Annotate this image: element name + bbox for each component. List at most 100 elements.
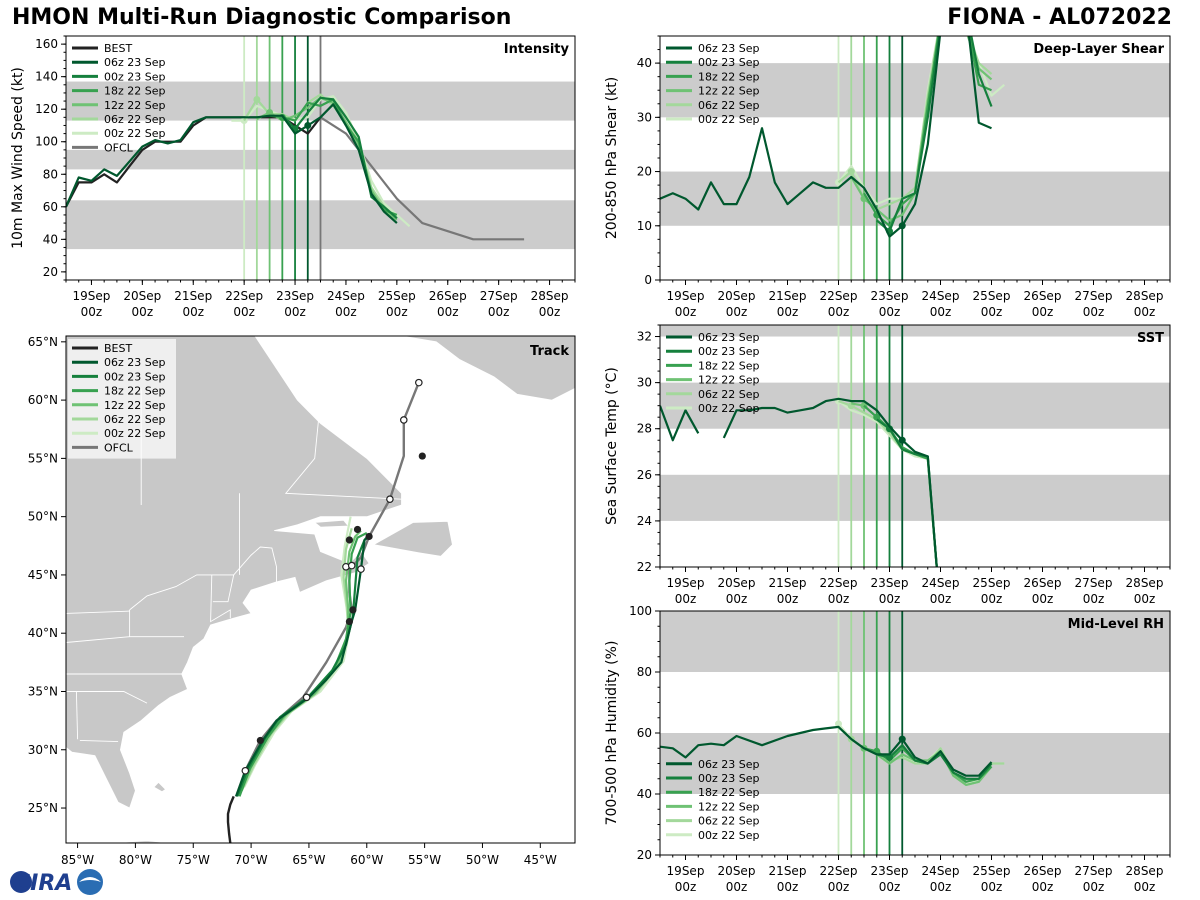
intensity-x-tick-day: 24Sep [327, 289, 365, 303]
sst-x-tick-day: 24Sep [922, 576, 960, 590]
storm-title: FIONA - AL072022 [947, 5, 1172, 30]
shear-x-tick-hour: 00z [879, 305, 901, 319]
panel-intensity: 20 40 60 80 100 120 140 160 19Sep 00z 20Sep 00z 21Se… [10, 35, 576, 319]
intensity-y-tick-label: 140 [35, 70, 58, 84]
sst-y-axis-label: Sea Surface Temp (°C) [604, 367, 620, 525]
intensity-x-tick-day: 27Sep [480, 289, 518, 303]
sst-x-tick-day: 23Sep [871, 576, 909, 590]
rh-init-point [898, 735, 906, 743]
intensity-y-axis-label: 10m Max Wind Speed (kt) [10, 67, 26, 249]
land [372, 520, 453, 557]
rh-y-tick-label: 80 [637, 665, 652, 679]
sst-x-tick-hour: 00z [981, 592, 1003, 606]
shear-x-tick-hour: 00z [930, 305, 952, 319]
boundary-line [79, 739, 119, 743]
intensity-x-tick-day: 21Sep [174, 289, 212, 303]
rh-legend-label: 06z 23 Sep [698, 758, 760, 771]
track-y-tick-label: 65°N [28, 335, 58, 349]
intensity-x-tick-hour: 00z [437, 305, 459, 319]
rh-plot-area [660, 611, 1170, 855]
intensity-y-tick-label: 20 [43, 265, 58, 279]
sst-y-tick-label: 22 [637, 560, 652, 574]
page-title: HMON Multi-Run Diagnostic Comparison [12, 5, 512, 30]
shear-x-tick-hour: 00z [1083, 305, 1105, 319]
rh-x-tick-day: 22Sep [820, 864, 858, 878]
shear-x-tick-day: 20Sep [718, 289, 756, 303]
track-y-tick-label: 40°N [28, 626, 58, 640]
rh-x-tick-hour: 00z [930, 880, 952, 894]
track-open-point [347, 561, 356, 570]
intensity-x-tick-hour: 00z [284, 305, 306, 319]
rh-y-tick-label: 60 [637, 726, 652, 740]
track-legend-label: 00z 22 Sep [104, 427, 166, 440]
rh-panel-title: Mid-Level RH [1068, 617, 1164, 632]
sst-y-tick-label: 24 [637, 514, 652, 528]
sst-x-tick-hour: 00z [726, 592, 748, 606]
rh-shaded-band [660, 611, 1170, 672]
land [112, 840, 171, 843]
track-legend-label: 06z 23 Sep [104, 356, 166, 369]
boundary-line [66, 610, 130, 614]
intensity-legend-label: 00z 23 Sep [104, 70, 166, 83]
sst-series-06z-23-sep [660, 405, 700, 442]
sst-x-tick-hour: 00z [930, 592, 952, 606]
intensity-legend-label: 12z 22 Sep [104, 99, 166, 112]
intensity-x-tick-hour: 00z [81, 305, 103, 319]
intensity-x-tick-hour: 00z [539, 305, 561, 319]
intensity-init-point [304, 121, 312, 129]
sst-y-tick-label: 30 [637, 376, 652, 390]
rh-x-tick-hour: 00z [1083, 880, 1105, 894]
track-ofcl-point [302, 693, 311, 702]
sst-x-tick-day: 26Sep [1024, 576, 1062, 590]
boundary-line [210, 574, 231, 623]
cira-logo: CIRA [10, 869, 103, 896]
track-best-point [353, 525, 362, 534]
track-legend-label: OFCL [104, 441, 134, 454]
boundary-line [284, 400, 402, 500]
track-panel-title: Track [530, 344, 569, 359]
sst-x-tick-hour: 00z [777, 592, 799, 606]
track-y-tick-label: 60°N [28, 393, 58, 407]
rh-x-tick-day: 25Sep [973, 864, 1011, 878]
track-x-tick-label: 50°W [466, 853, 499, 867]
track-x-tick-label: 80°W [119, 853, 152, 867]
rh-init-point [835, 720, 842, 728]
cira-logo-text: CIRA [14, 871, 72, 896]
track-best-point [418, 452, 426, 460]
sst-shaded-band [660, 325, 1170, 337]
shear-y-axis-label: 200-850 hPa Shear (kt) [604, 77, 620, 239]
intensity-legend-label: OFCL [104, 141, 134, 154]
track-x-tick-label: 85°W [61, 853, 94, 867]
track-best-point [349, 606, 357, 614]
boundary-line [212, 574, 235, 603]
noaa-logo-bird [79, 877, 101, 882]
track-series-06z-23-sep [235, 535, 370, 797]
intensity-ofcl-line [319, 116, 525, 241]
intensity-y-tick-label: 60 [43, 200, 58, 214]
rh-y-tick-label: 100 [629, 604, 652, 618]
track-best-point [345, 536, 354, 544]
intensity-x-tick-day: 26Sep [429, 289, 467, 303]
track-y-tick-label: 25°N [28, 801, 58, 815]
sst-y-tick-label: 26 [637, 468, 652, 482]
intensity-x-tick-hour: 00z [386, 305, 408, 319]
rh-legend-label: 00z 22 Sep [698, 829, 760, 842]
shear-y-tick-label: 20 [637, 165, 652, 179]
land [399, 336, 575, 401]
track-best-line [226, 795, 235, 843]
shear-shaded-band [660, 63, 1170, 118]
sst-panel-title: SST [1137, 331, 1164, 346]
track-map-area [66, 336, 575, 843]
track-x-tick-label: 45°W [524, 853, 557, 867]
shear-x-tick-hour: 00z [981, 305, 1003, 319]
boundary-line [75, 691, 95, 740]
rh-legend-label: 06z 22 Sep [698, 815, 760, 828]
track-x-tick-label: 70°W [235, 853, 268, 867]
shear-legend-label: 06z 23 Sep [698, 42, 760, 55]
panel-sst: 22 24 26 28 30 32 19Sep 00z 20Sep 00z 21Sep 00z 22Se… [604, 324, 1171, 606]
shear-x-tick-day: 22Sep [820, 289, 858, 303]
shear-x-tick-hour: 00z [1134, 305, 1156, 319]
